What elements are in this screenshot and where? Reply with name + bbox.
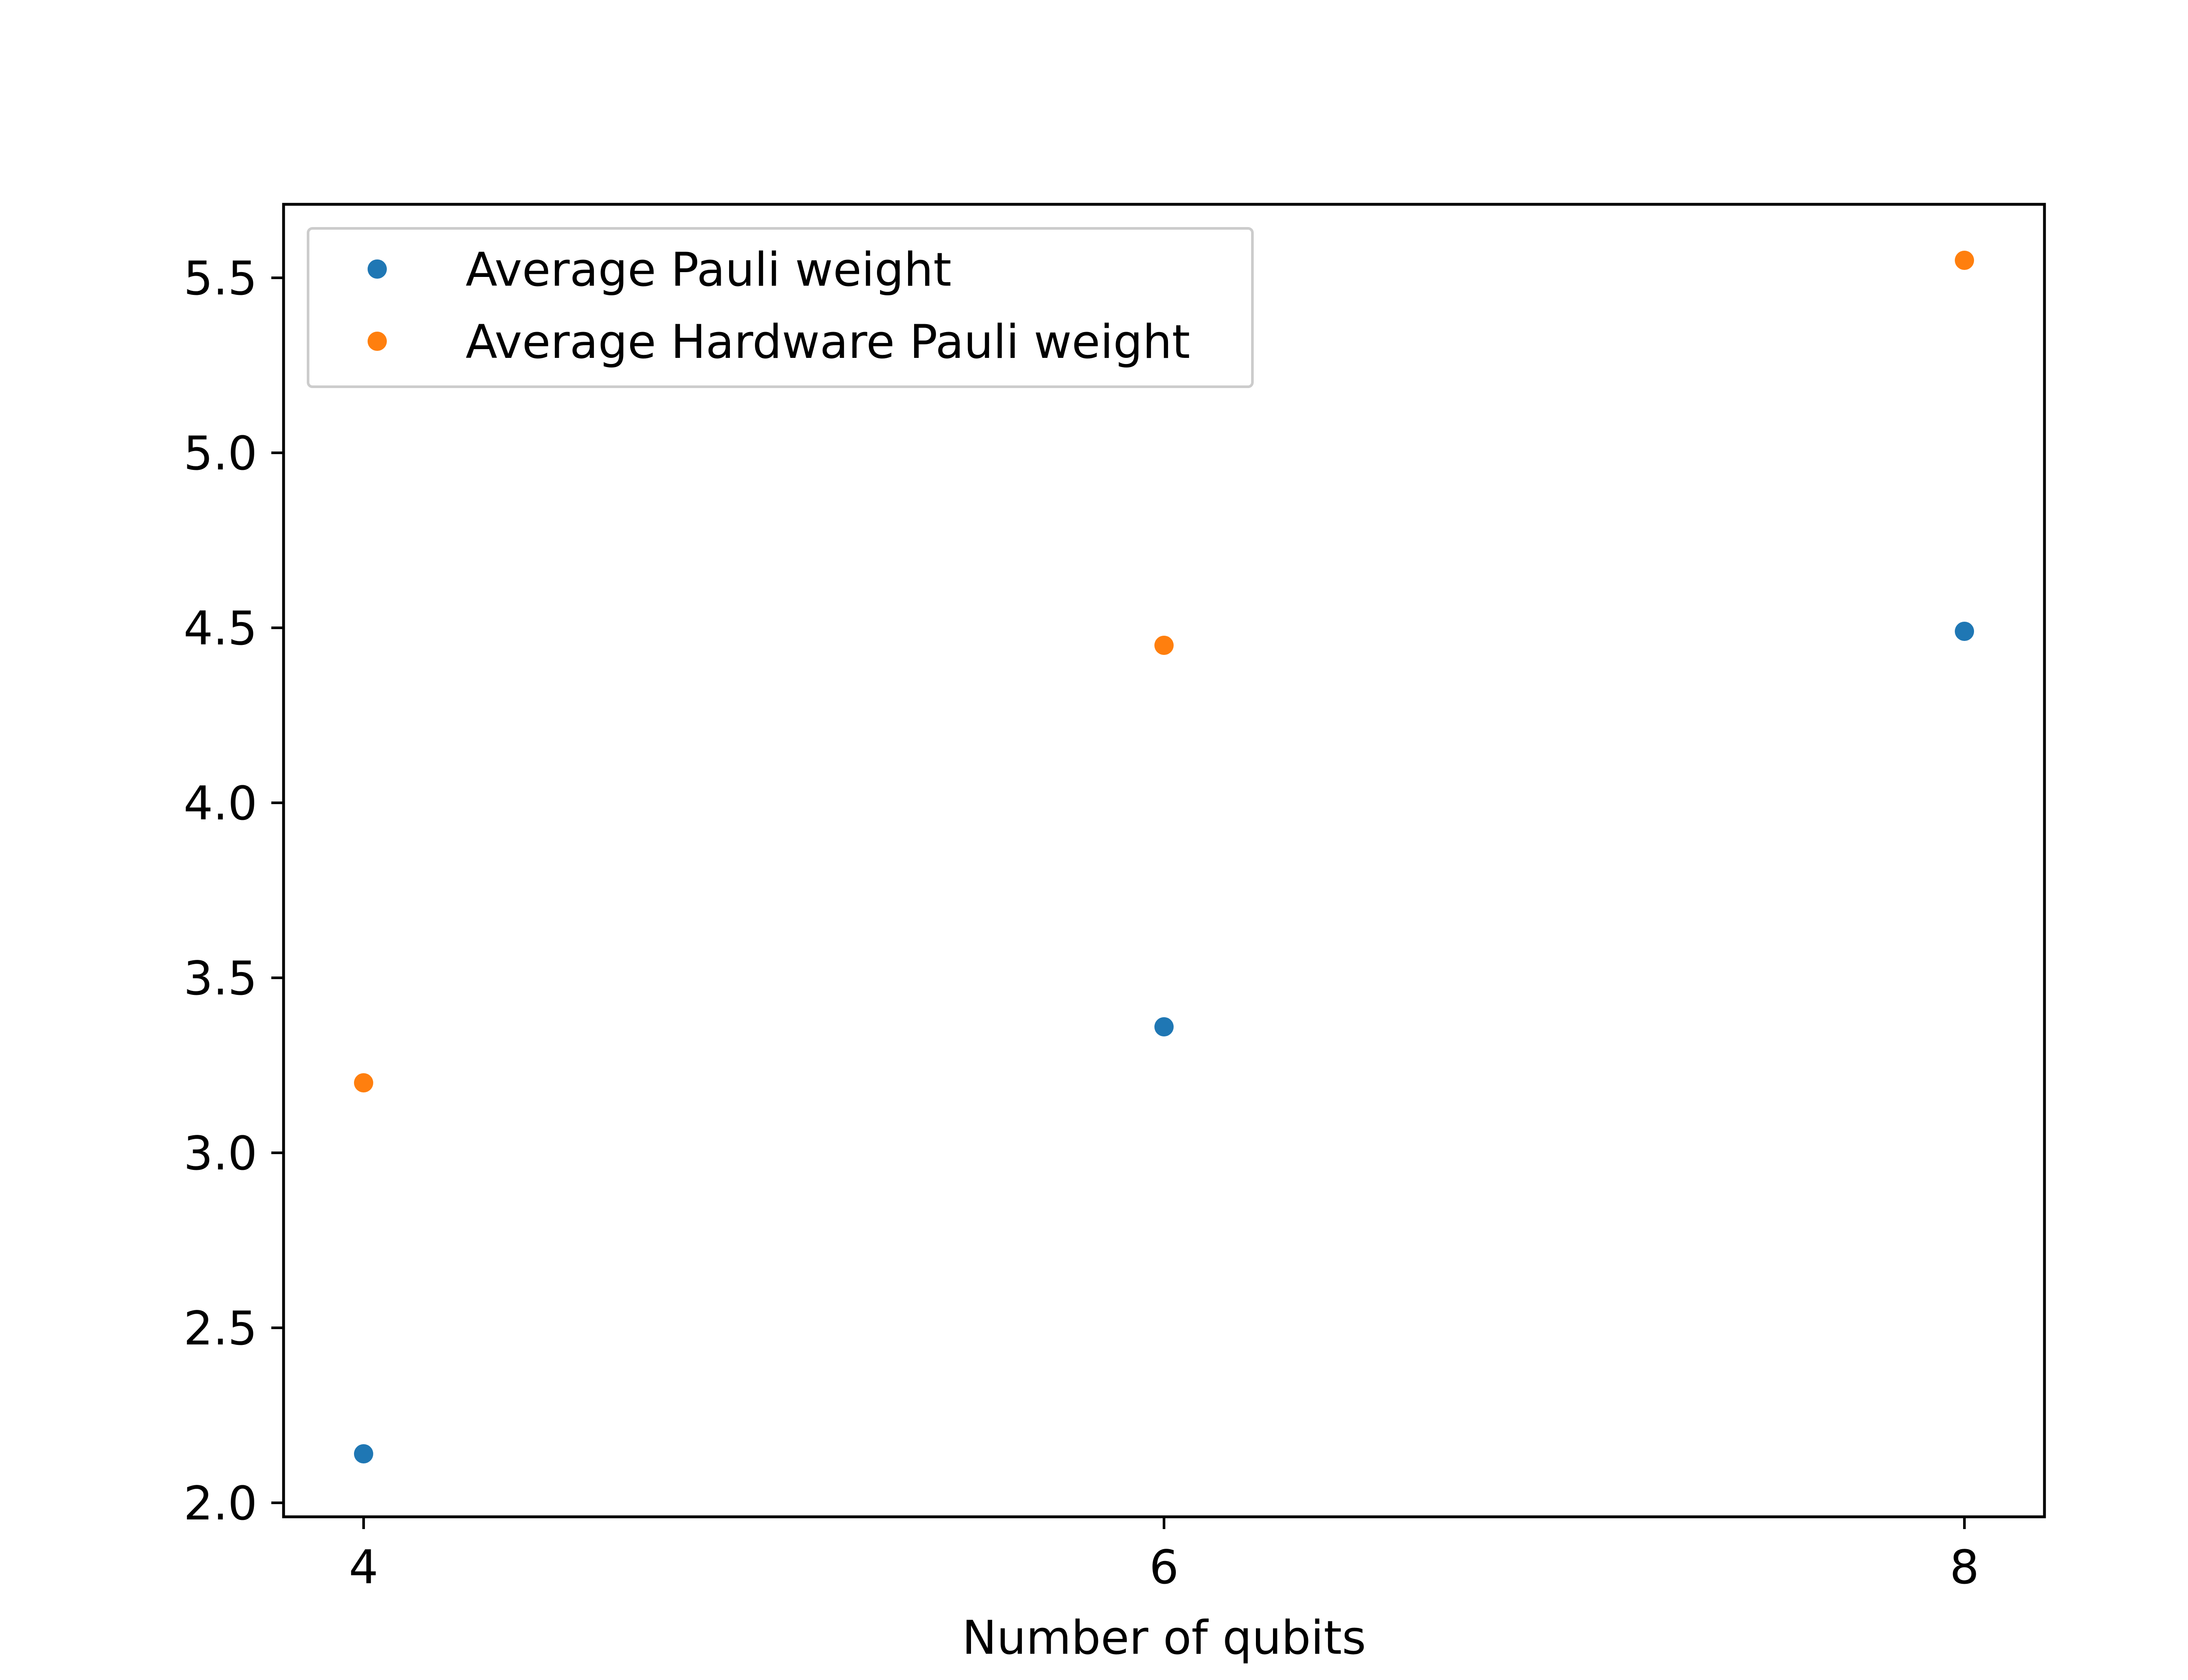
y-tick-label: 2.5 — [183, 1302, 257, 1355]
data-point-series-1 — [1955, 622, 1974, 641]
data-points-layer — [354, 251, 1974, 1463]
legend-box — [307, 227, 1254, 388]
y-tick-label: 5.0 — [183, 427, 257, 480]
y-tick-label: 5.5 — [183, 252, 257, 305]
y-tick-label: 4.5 — [183, 602, 257, 655]
legend-marker-series-2 — [368, 332, 387, 351]
legend-marker-series-1 — [368, 259, 387, 279]
data-point-series-2 — [354, 1073, 373, 1092]
x-axis-ticks: 4 6 8 — [349, 1517, 1979, 1594]
y-axis-ticks: 2.0 2.5 3.0 3.5 4.0 4.5 5.0 5.5 — [183, 252, 284, 1530]
y-tick-label: 3.0 — [183, 1127, 257, 1180]
data-point-series-2 — [1154, 636, 1174, 655]
y-tick-label: 2.0 — [183, 1477, 257, 1530]
y-tick-label: 3.5 — [183, 952, 257, 1005]
x-tick-label: 8 — [1950, 1540, 1979, 1594]
x-tick-label: 4 — [349, 1540, 378, 1594]
data-point-series-1 — [1154, 1017, 1174, 1036]
legend: Average Pauli weight Average Hardware Pau… — [307, 227, 1254, 388]
x-axis-label: Number of qubits — [962, 1611, 1366, 1665]
legend-label-series-1: Average Pauli weight — [466, 243, 951, 297]
x-tick-label: 6 — [1149, 1540, 1178, 1594]
y-tick-label: 4.0 — [183, 777, 257, 830]
legend-label-series-2: Average Hardware Pauli weight — [466, 315, 1190, 369]
data-point-series-2 — [1955, 251, 1974, 270]
data-point-series-1 — [354, 1444, 373, 1463]
